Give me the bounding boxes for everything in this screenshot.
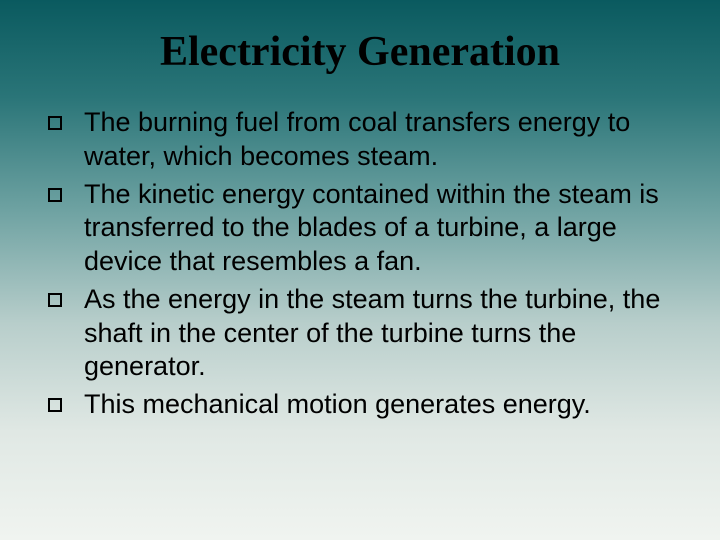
bullet-text: The kinetic energy contained within the … — [84, 178, 680, 279]
bullet-text: As the energy in the steam turns the tur… — [84, 283, 680, 384]
square-bullet-icon — [48, 188, 62, 202]
slide-title: Electricity Generation — [0, 0, 720, 106]
bullet-item: As the energy in the steam turns the tur… — [48, 283, 680, 384]
bullet-text: This mechanical motion generates energy. — [84, 388, 591, 422]
bullet-item: The burning fuel from coal transfers ene… — [48, 106, 680, 174]
square-bullet-icon — [48, 293, 62, 307]
bullet-text: The burning fuel from coal transfers ene… — [84, 106, 680, 174]
bullet-item: The kinetic energy contained within the … — [48, 178, 680, 279]
square-bullet-icon — [48, 398, 62, 412]
slide: Electricity Generation The burning fuel … — [0, 0, 720, 540]
bullet-item: This mechanical motion generates energy. — [48, 388, 680, 422]
square-bullet-icon — [48, 116, 62, 130]
slide-content: The burning fuel from coal transfers ene… — [0, 106, 720, 422]
